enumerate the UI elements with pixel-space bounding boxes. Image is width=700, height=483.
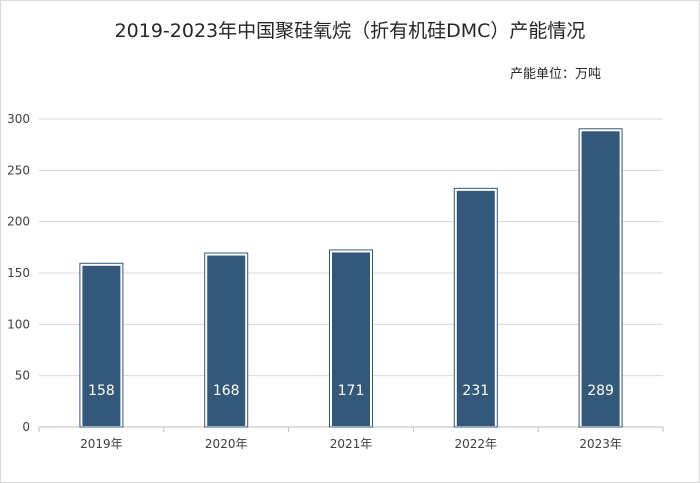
chart-unit-note: 产能单位：万吨 [510,67,601,82]
bar [80,263,123,428]
y-tick-label: 300 [7,112,30,126]
y-tick-label: 100 [7,317,30,331]
bar-outline [329,249,373,428]
bar-value-label: 158 [88,383,115,399]
bar-value-label: 289 [587,383,614,399]
data-labels: 158 168 171 231 289 [88,383,614,399]
x-tick-label: 2019年 [80,437,123,451]
chart-title: 2019-2023年中国聚硅氧烷（折有机硅DMC）产能情况 [115,20,586,42]
bar-outline [578,128,623,428]
bar [330,250,372,428]
x-tick-label: 2020年 [205,437,248,451]
y-tick-label: 0 [22,420,30,434]
y-tick-label: 50 [15,369,30,383]
x-tick-label: 2021年 [330,437,373,451]
y-tick-label: 250 [7,163,30,177]
bars [79,128,623,428]
x-tick-label: 2022年 [455,437,498,451]
bar-outline [204,252,249,428]
y-tick-label: 150 [7,266,30,280]
bar-value-label: 168 [213,383,240,399]
bar-outline [79,262,124,428]
bar [579,129,622,428]
x-tick-label: 2023年 [579,437,622,451]
bar-outline [453,187,498,428]
axes: 0 50 100 150 200 250 300 2019年 2020年 2021年 2022年 20… [7,112,664,451]
y-tick-label: 200 [7,215,30,229]
bar [205,253,248,428]
bar [454,188,497,428]
bar-value-label: 171 [338,383,365,399]
bar-value-label: 231 [462,383,489,399]
